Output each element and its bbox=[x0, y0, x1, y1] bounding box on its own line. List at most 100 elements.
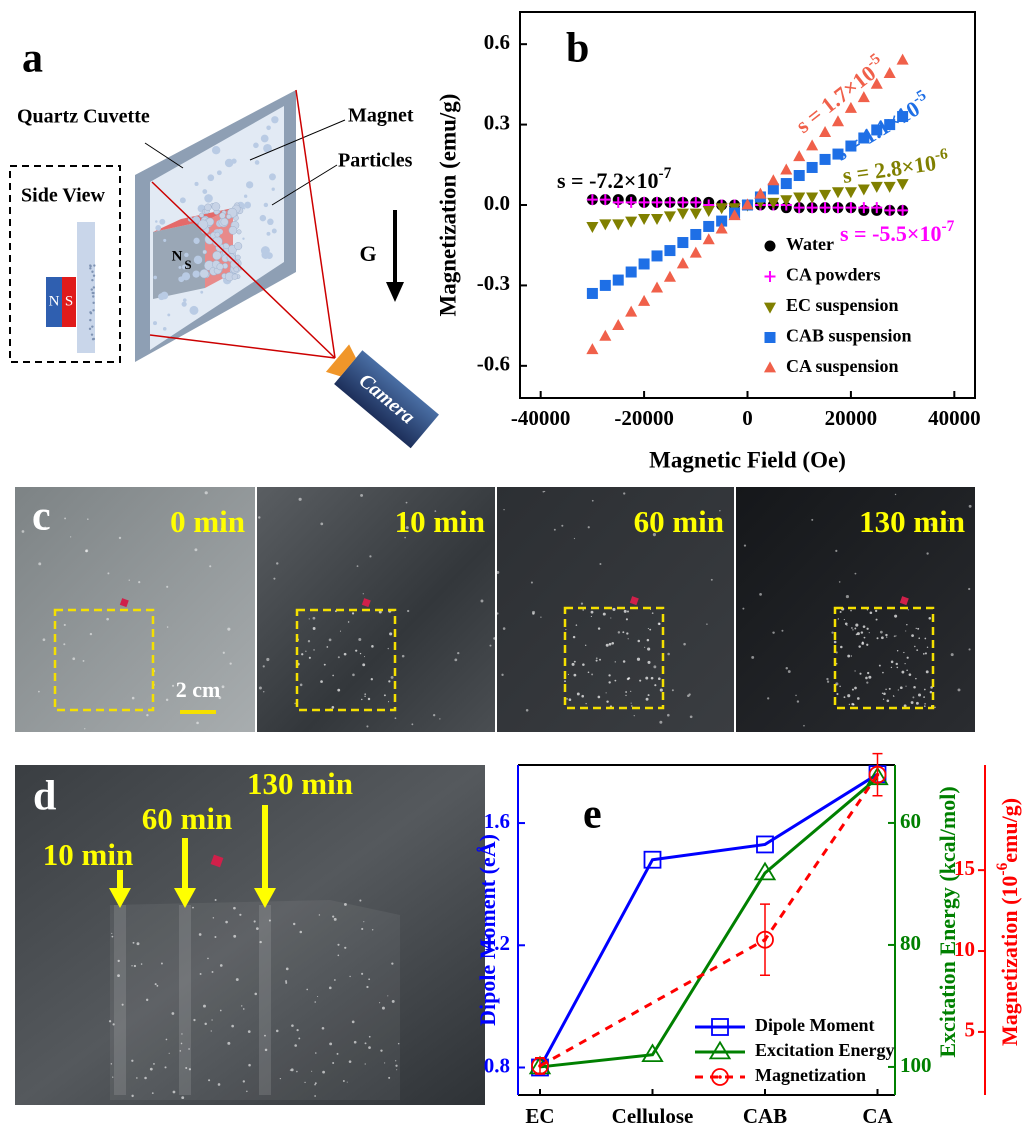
speckle bbox=[882, 693, 883, 694]
speckle bbox=[885, 689, 886, 690]
particle bbox=[180, 197, 186, 203]
y-tick-label: 1.6 bbox=[484, 809, 510, 833]
particle bbox=[244, 202, 251, 209]
speckle bbox=[188, 1048, 190, 1050]
speckle bbox=[924, 703, 925, 704]
speckle bbox=[457, 652, 459, 654]
speckle bbox=[865, 677, 868, 680]
speckle bbox=[87, 518, 89, 520]
speckle bbox=[610, 617, 611, 618]
speckle bbox=[596, 660, 598, 662]
marker bbox=[638, 214, 650, 225]
speckle bbox=[285, 980, 287, 982]
speckle bbox=[194, 548, 197, 551]
speckle bbox=[603, 613, 606, 616]
speckle bbox=[137, 942, 140, 945]
speckle bbox=[968, 588, 970, 590]
speckle bbox=[84, 728, 85, 729]
speckle bbox=[215, 899, 217, 901]
speckle bbox=[207, 958, 209, 960]
speckle bbox=[526, 709, 529, 712]
speckle bbox=[172, 685, 174, 687]
speckle bbox=[592, 500, 594, 502]
speckle bbox=[362, 663, 365, 666]
particle bbox=[269, 173, 276, 180]
marker bbox=[690, 247, 702, 258]
marker bbox=[884, 182, 896, 193]
marker bbox=[807, 162, 818, 173]
speckle bbox=[886, 637, 887, 638]
speckle bbox=[854, 628, 856, 630]
speckle bbox=[503, 509, 504, 510]
speckle bbox=[772, 631, 774, 633]
particle-layer bbox=[110, 900, 400, 1100]
magnet-s-label: S bbox=[65, 293, 73, 309]
annotation-text: s = -5.5×10 bbox=[840, 221, 941, 246]
speckle bbox=[150, 1068, 153, 1071]
speckle bbox=[554, 529, 556, 531]
speckle bbox=[532, 613, 534, 615]
speckle bbox=[687, 694, 690, 697]
speckle bbox=[711, 579, 713, 581]
speckle bbox=[134, 965, 136, 967]
speckle bbox=[241, 1005, 242, 1006]
marker bbox=[664, 211, 676, 222]
speckle bbox=[363, 593, 364, 594]
particle bbox=[91, 279, 93, 281]
speckle bbox=[343, 1080, 345, 1082]
speckle bbox=[596, 657, 598, 659]
speckle bbox=[803, 725, 805, 727]
speckle bbox=[845, 622, 848, 625]
speckle bbox=[64, 624, 66, 626]
speckle bbox=[847, 694, 850, 697]
speckle bbox=[304, 1082, 305, 1083]
speckle bbox=[243, 1080, 245, 1082]
speckle bbox=[259, 687, 262, 690]
panel-label: e bbox=[583, 792, 602, 838]
speckle bbox=[581, 695, 584, 698]
speckle bbox=[107, 572, 109, 574]
marker bbox=[806, 193, 818, 204]
speckle bbox=[540, 616, 541, 617]
speckle bbox=[213, 917, 214, 918]
speckle bbox=[315, 1052, 317, 1054]
speckle bbox=[627, 678, 629, 680]
speckle bbox=[543, 491, 545, 493]
speckle bbox=[243, 1008, 245, 1010]
speckle bbox=[220, 964, 223, 967]
speckle bbox=[122, 1004, 124, 1006]
speckle bbox=[918, 637, 920, 639]
marker bbox=[600, 280, 611, 291]
speckle bbox=[133, 942, 135, 944]
speckle bbox=[572, 663, 575, 666]
speckle bbox=[638, 640, 641, 643]
panel-label: b bbox=[566, 26, 589, 72]
particle bbox=[212, 146, 220, 154]
speckle bbox=[856, 633, 858, 635]
x-tick-label: -40000 bbox=[511, 406, 571, 430]
speckle bbox=[625, 691, 627, 693]
speckle bbox=[320, 680, 323, 683]
speckle bbox=[647, 639, 650, 642]
speckle bbox=[209, 565, 211, 567]
speckle bbox=[153, 1063, 155, 1065]
speckle bbox=[165, 1066, 167, 1068]
speckle bbox=[914, 646, 915, 647]
speckle bbox=[645, 677, 648, 680]
side-view-label: Side View bbox=[21, 185, 105, 207]
speckle bbox=[614, 680, 616, 682]
speckle bbox=[364, 693, 366, 695]
particle bbox=[163, 239, 166, 242]
legend-label: Magnetization bbox=[755, 1065, 866, 1085]
speckle bbox=[337, 689, 340, 692]
speckle bbox=[648, 694, 650, 696]
speckle bbox=[313, 617, 316, 620]
speckle bbox=[185, 1067, 187, 1069]
speckle bbox=[630, 691, 631, 692]
marker bbox=[832, 115, 844, 126]
speckle bbox=[296, 1029, 298, 1031]
speckle bbox=[433, 714, 435, 716]
speckle bbox=[166, 699, 168, 701]
marker bbox=[587, 288, 598, 299]
y2-tick-label: 60 bbox=[900, 809, 921, 833]
